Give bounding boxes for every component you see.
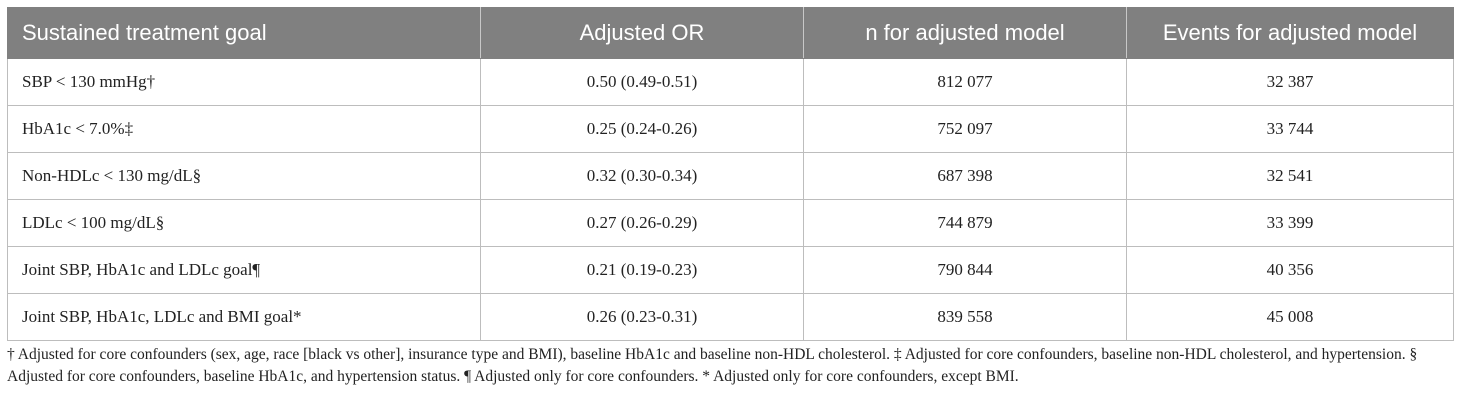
cell-n: 812 077 [803,58,1127,106]
cell-adjusted-or: 0.26 (0.23-0.31) [480,293,804,341]
table-row: LDLc < 100 mg/dL§ 0.27 (0.26-0.29) 744 8… [7,199,1454,247]
cell-n: 790 844 [803,246,1127,294]
cell-events: 33 399 [1126,199,1454,247]
cell-goal: Joint SBP, HbA1c and LDLc goal¶ [7,246,481,294]
column-header-events: Events for adjusted model [1126,7,1454,59]
table-row: Non-HDLc < 130 mg/dL§ 0.32 (0.30-0.34) 6… [7,152,1454,200]
cell-adjusted-or: 0.32 (0.30-0.34) [480,152,804,200]
cell-goal: Non-HDLc < 130 mg/dL§ [7,152,481,200]
cell-n: 687 398 [803,152,1127,200]
cell-n: 744 879 [803,199,1127,247]
cell-adjusted-or: 0.27 (0.26-0.29) [480,199,804,247]
cell-events: 33 744 [1126,105,1454,153]
cell-goal: HbA1c < 7.0%‡ [7,105,481,153]
column-header-n: n for adjusted model [803,7,1127,59]
cell-goal: SBP < 130 mmHg† [7,58,481,106]
column-header-adjusted-or: Adjusted OR [480,7,804,59]
cell-events: 45 008 [1126,293,1454,341]
cell-events: 32 541 [1126,152,1454,200]
results-table: Sustained treatment goal Adjusted OR n f… [7,7,1454,341]
cell-adjusted-or: 0.25 (0.24-0.26) [480,105,804,153]
cell-n: 752 097 [803,105,1127,153]
results-table-container: Sustained treatment goal Adjusted OR n f… [7,7,1454,341]
table-footnote: † Adjusted for core confounders (sex, ag… [7,346,1418,385]
cell-adjusted-or: 0.50 (0.49-0.51) [480,58,804,106]
table-row: Joint SBP, HbA1c and LDLc goal¶ 0.21 (0.… [7,246,1454,294]
cell-events: 32 387 [1126,58,1454,106]
cell-events: 40 356 [1126,246,1454,294]
table-row: Joint SBP, HbA1c, LDLc and BMI goal* 0.2… [7,293,1454,341]
cell-adjusted-or: 0.21 (0.19-0.23) [480,246,804,294]
cell-n: 839 558 [803,293,1127,341]
column-header-goal: Sustained treatment goal [7,7,481,59]
table-row: SBP < 130 mmHg† 0.50 (0.49-0.51) 812 077… [7,58,1454,106]
table-row: HbA1c < 7.0%‡ 0.25 (0.24-0.26) 752 097 3… [7,105,1454,153]
cell-goal: Joint SBP, HbA1c, LDLc and BMI goal* [7,293,481,341]
cell-goal: LDLc < 100 mg/dL§ [7,199,481,247]
table-header-row: Sustained treatment goal Adjusted OR n f… [7,7,1454,59]
